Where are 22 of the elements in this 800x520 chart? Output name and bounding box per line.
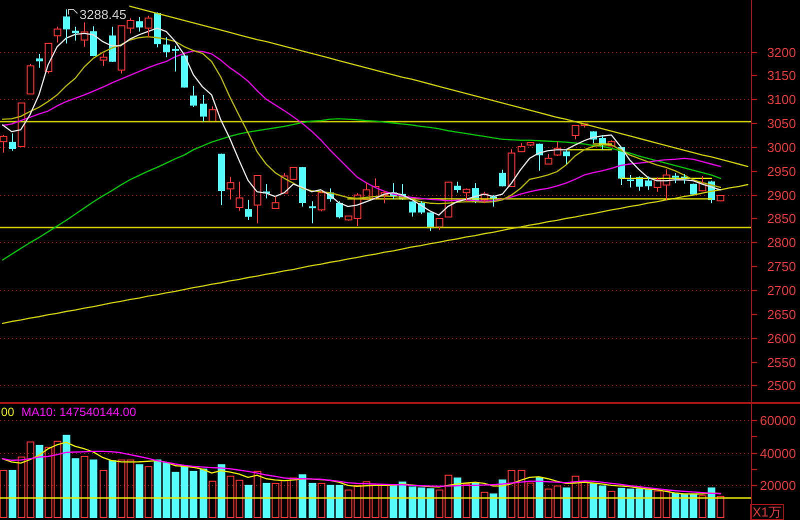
y-tick-label: 20000 [760, 478, 796, 493]
annotation: 3288.45 [80, 7, 126, 22]
y-tick-label: 3200 [767, 45, 796, 60]
y-tick-label: 60000 [760, 413, 796, 428]
y-axis-title: X1万 [752, 504, 782, 520]
y-tick-label: 2800 [767, 235, 796, 250]
y-tick-label: 3100 [767, 92, 796, 107]
y-tick-label: 2850 [767, 211, 796, 226]
y-tick-label: 2750 [767, 259, 796, 274]
y-tick-label: 40000 [760, 446, 796, 461]
y-tick-label: 2500 [767, 378, 796, 393]
text: MA10: 147540144.00 [21, 405, 136, 419]
y-tick-label: 2600 [767, 331, 796, 346]
y-tick-label: 2900 [767, 188, 796, 203]
y-tick-label: 3050 [767, 116, 796, 131]
y-tick-label: 3150 [767, 68, 796, 83]
y-tick-label: 2550 [767, 355, 796, 370]
y-tick-label: 3000 [767, 140, 796, 155]
y-tick-label: 2650 [767, 307, 796, 322]
text: 00 [1, 405, 15, 419]
y-tick-label: 2950 [767, 164, 796, 179]
y-tick-label: 2700 [767, 283, 796, 298]
